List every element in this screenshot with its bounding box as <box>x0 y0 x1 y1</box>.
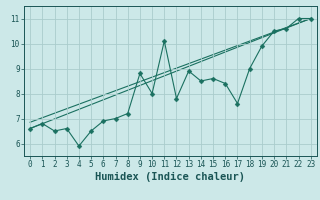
X-axis label: Humidex (Indice chaleur): Humidex (Indice chaleur) <box>95 172 245 182</box>
